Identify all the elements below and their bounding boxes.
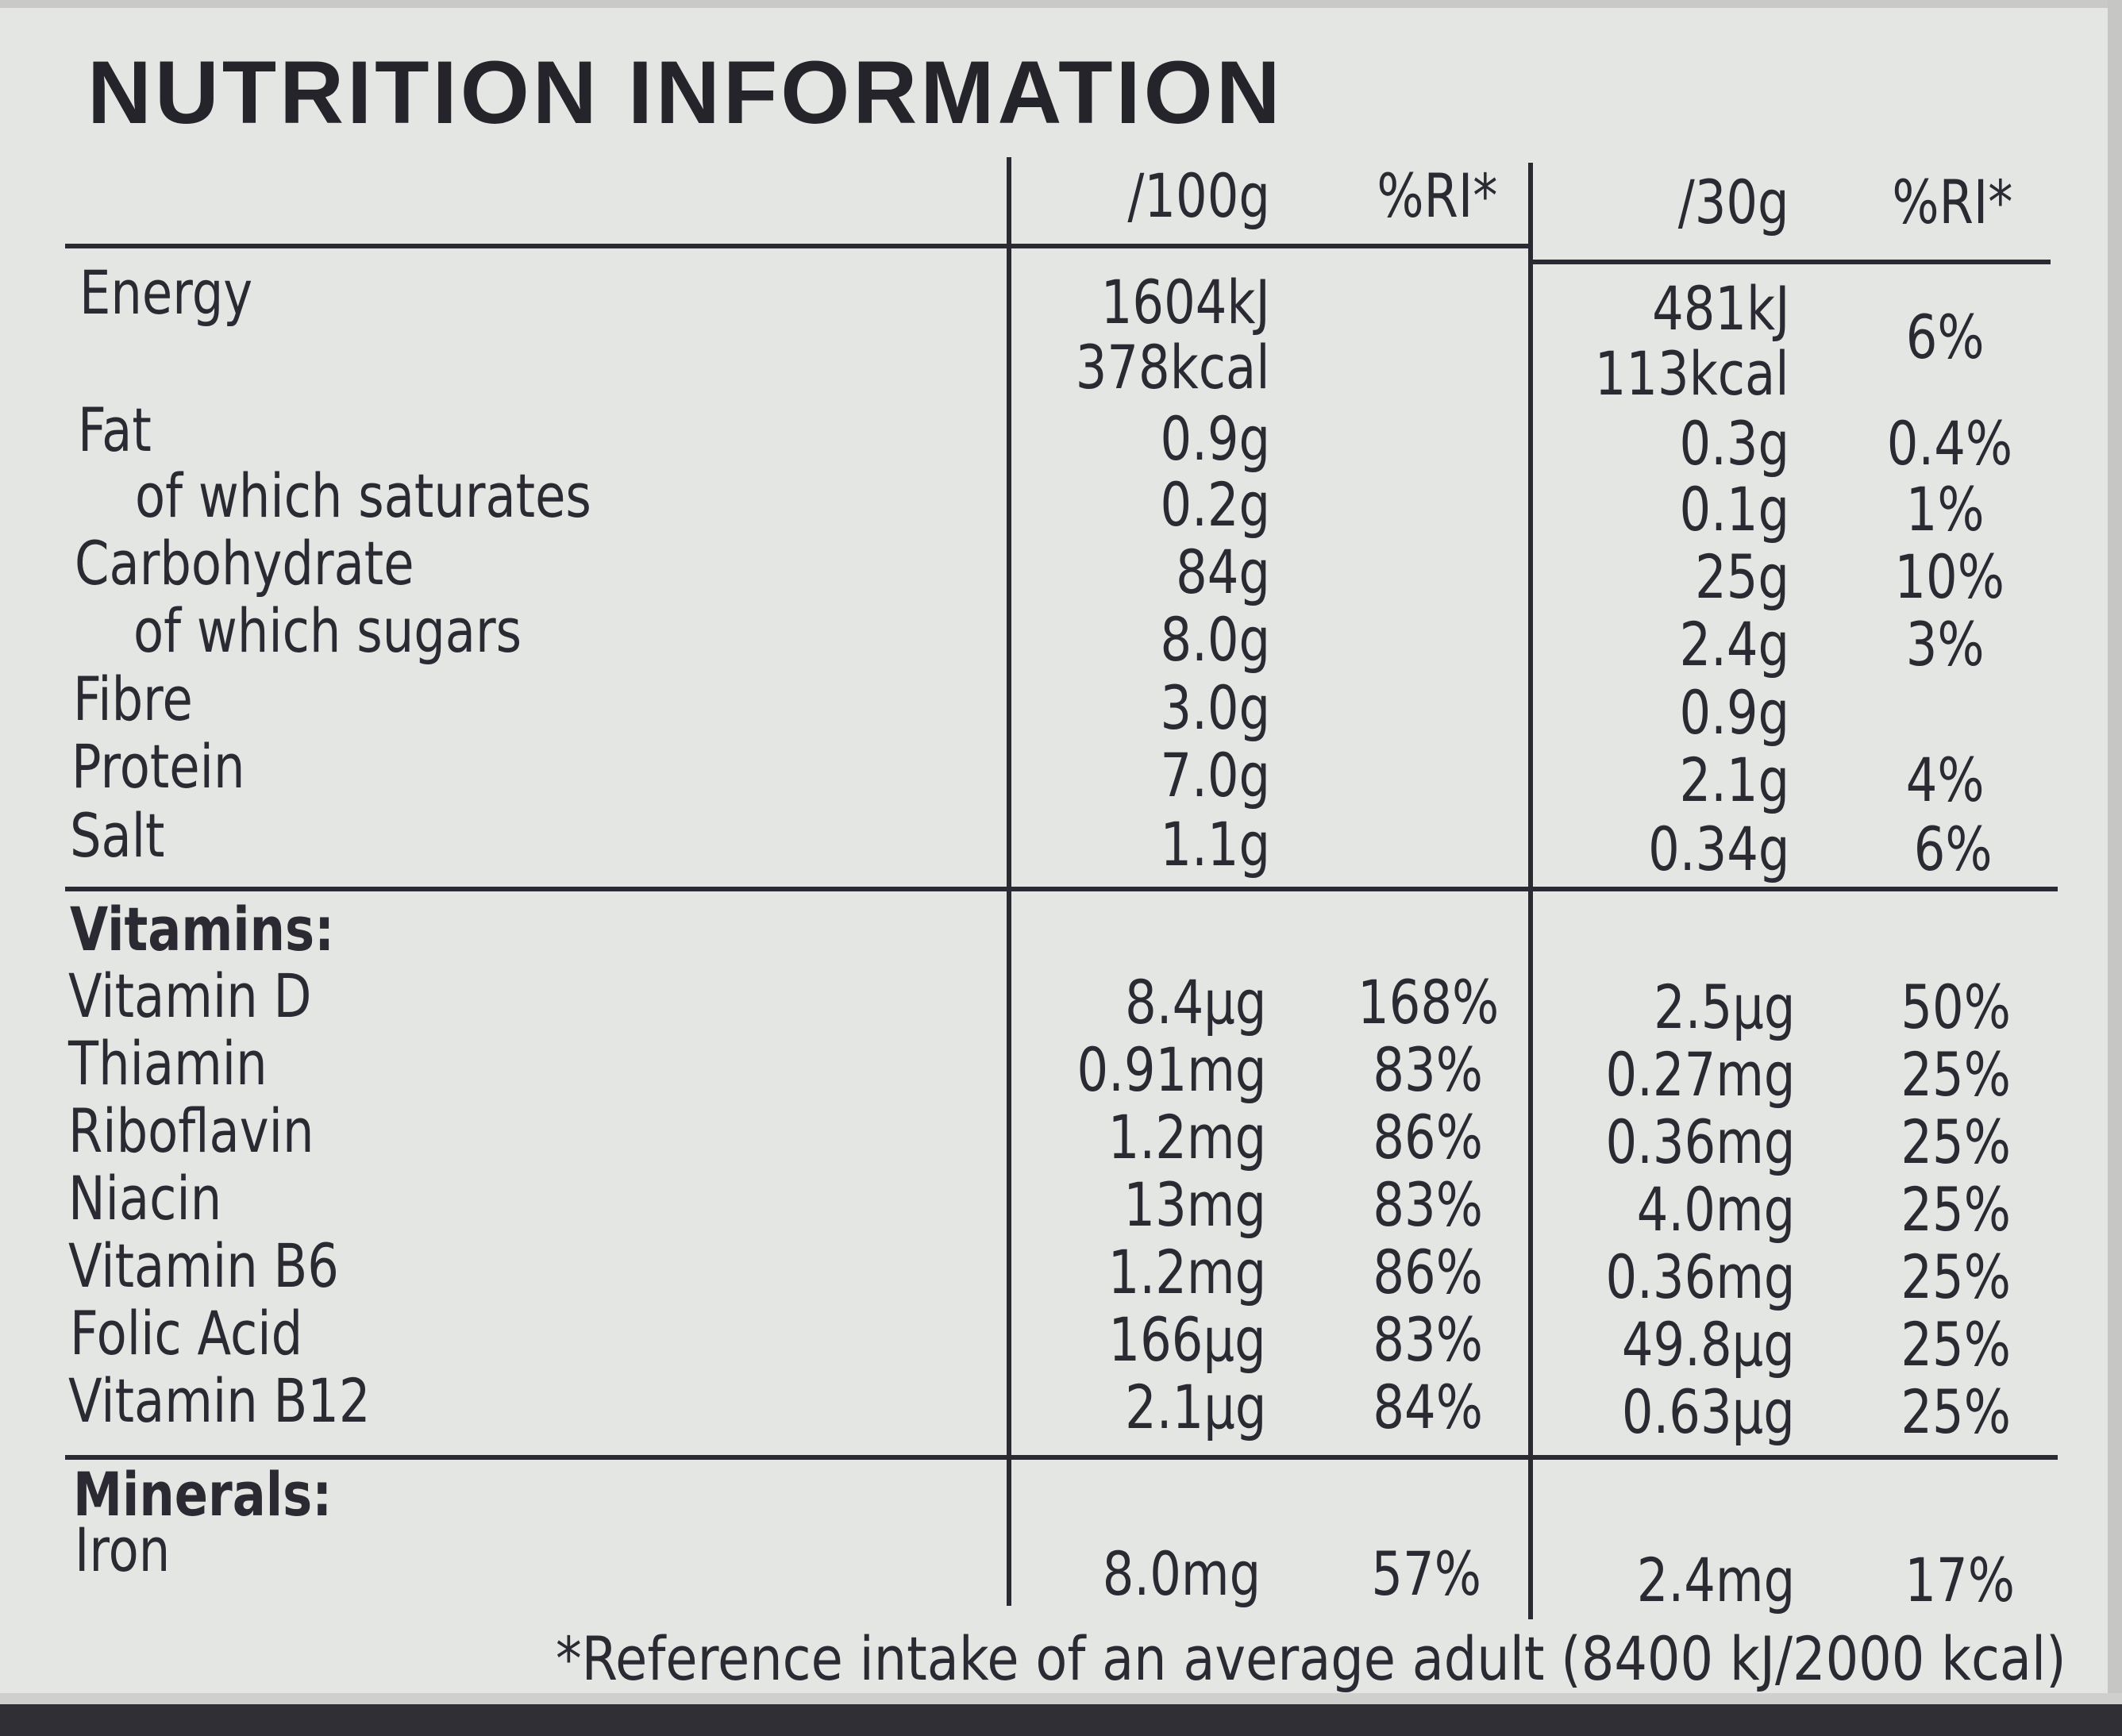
vitamin-per100: 1.2mg [1107, 1102, 1266, 1172]
vitamin-per30: 2.5µg [1653, 972, 1795, 1042]
vitamin-ri30: 25% [1901, 1107, 2011, 1177]
vitamin-ri100: 83% [1373, 1169, 1483, 1240]
vitamin-label: Vitamin B12 [68, 1365, 371, 1436]
vitamin-per30: 0.63µg [1622, 1376, 1795, 1447]
energy-per30-kj: 481kJ [1651, 273, 1789, 344]
vitamin-label: Folic Acid [70, 1298, 303, 1368]
nutrient-per100: 1.1g [1160, 809, 1270, 880]
nutrient-per100: 84g [1176, 537, 1270, 607]
vitamin-ri30: 25% [1901, 1309, 2011, 1380]
energy-label: Energy [79, 257, 253, 328]
vitamin-per30: 0.36mg [1604, 1107, 1795, 1177]
header-ri30: %RI* [1891, 167, 2012, 237]
nutrient-label: Carbohydrate [75, 528, 414, 599]
header-per100: /100g [1127, 160, 1270, 231]
nutrient-ri30: 4% [1906, 745, 1985, 815]
energy-per100-kcal: 378kcal [1076, 332, 1270, 402]
nutrient-per100: 0.2g [1160, 469, 1270, 540]
vitamin-ri100: 83% [1373, 1304, 1483, 1375]
nutrient-per100: 8.0g [1160, 604, 1270, 675]
vitamin-ri100: 83% [1373, 1034, 1483, 1105]
vitamin-label: Niacin [68, 1163, 222, 1234]
mineral-per30: 2.4mg [1636, 1545, 1795, 1615]
nutrient-ri30: 1% [1906, 474, 1985, 545]
vitamin-per100: 8.4µg [1124, 967, 1266, 1037]
mineral-per100: 8.0mg [1102, 1538, 1261, 1609]
nutrient-per30: 25g [1695, 541, 1789, 612]
nutrient-ri30: 10% [1894, 541, 2005, 612]
vitamin-label: Thiamin [68, 1028, 268, 1099]
vitamin-ri100: 168% [1357, 967, 1499, 1037]
vitamin-per100: 166µg [1108, 1304, 1266, 1375]
nutrient-per30: 0.34g [1647, 814, 1789, 884]
nutrient-ri30: 6% [1914, 814, 1993, 884]
nutrient-ri30: 0.4% [1886, 408, 2012, 479]
vitamin-per100: 0.91mg [1076, 1034, 1266, 1105]
bottom-edge-light [0, 1693, 2122, 1704]
nutrient-per30: 2.1g [1679, 745, 1789, 815]
header-divider-left [65, 244, 1532, 248]
nutrient-per30: 0.1g [1679, 474, 1789, 545]
vitamin-ri30: 25% [1901, 1174, 2011, 1245]
mineral-label: Iron [75, 1515, 171, 1585]
vitamin-per30: 4.0mg [1636, 1174, 1795, 1245]
vitamin-ri30: 25% [1901, 1241, 2011, 1312]
mineral-ri100: 57% [1371, 1538, 1481, 1609]
vitamin-label: Vitamin B6 [68, 1230, 339, 1301]
right-edge [2108, 0, 2122, 1736]
energy-ri30: 6% [1906, 302, 1985, 372]
header-divider-right [1531, 260, 2051, 264]
vitamin-ri100: 86% [1373, 1102, 1483, 1172]
vitamin-ri100: 86% [1373, 1237, 1483, 1307]
nutrient-per100: 0.9g [1160, 403, 1270, 474]
nutrient-label: Salt [70, 800, 165, 871]
vitamin-per30: 0.27mg [1604, 1039, 1795, 1110]
vitamins-heading: Vitamins: [70, 894, 335, 964]
header-ri100: %RI* [1376, 160, 1497, 231]
nutrient-label: of which sugars [133, 595, 522, 666]
vitamin-per100: 1.2mg [1107, 1237, 1266, 1307]
page-title: NUTRITION INFORMATION [87, 43, 1284, 142]
vitamin-ri30: 50% [1901, 972, 2011, 1042]
nutrient-per100: 7.0g [1160, 740, 1270, 810]
header-per30: /30g [1678, 167, 1789, 237]
vitamin-ri100: 84% [1373, 1372, 1483, 1442]
vitamin-label: Riboflavin [68, 1095, 314, 1166]
minerals-heading: Minerals: [73, 1459, 333, 1530]
minerals-divider [65, 1455, 2058, 1460]
vitamins-divider [65, 887, 2058, 891]
vitamin-label: Vitamin D [68, 960, 312, 1031]
energy-per30-kcal: 113kcal [1595, 338, 1789, 409]
nutrient-label: Protein [71, 731, 245, 802]
column-divider-left [1007, 157, 1011, 1606]
vitamin-per100: 13mg [1123, 1169, 1266, 1240]
reference-intake-footnote: *Reference intake of an average adult (8… [556, 1623, 2066, 1694]
mineral-ri30: 17% [1904, 1545, 2015, 1615]
nutrient-per30: 2.4g [1679, 609, 1789, 679]
nutrient-label: Fat [78, 395, 152, 465]
nutrient-per100: 3.0g [1160, 672, 1270, 743]
bottom-edge [0, 1704, 2122, 1736]
vitamin-ri30: 25% [1901, 1376, 2011, 1447]
nutrient-ri30: 3% [1906, 609, 1985, 679]
vitamin-per30: 49.8µg [1622, 1309, 1795, 1380]
nutrient-label: of which saturates [135, 460, 591, 531]
nutrient-per30: 0.9g [1679, 677, 1789, 748]
vitamin-per100: 2.1µg [1124, 1372, 1266, 1442]
energy-per100-kj: 1604kJ [1100, 267, 1270, 337]
vitamin-per30: 0.36mg [1604, 1241, 1795, 1312]
column-divider-right [1528, 163, 1533, 1619]
vitamin-ri30: 25% [1901, 1039, 2011, 1110]
nutrient-label: Fibre [73, 664, 193, 734]
nutrient-per30: 0.3g [1679, 408, 1789, 479]
top-edge [0, 0, 2122, 8]
